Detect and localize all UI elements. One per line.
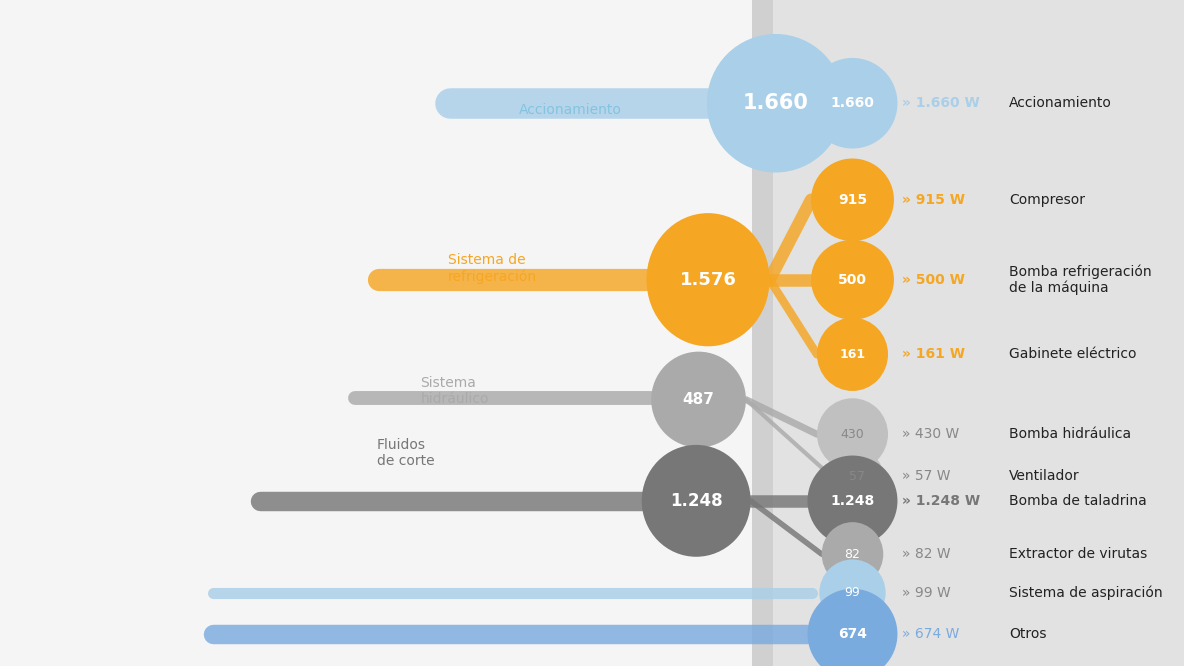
Text: 430: 430 [841,428,864,441]
Text: Fluidos
de corte: Fluidos de corte [377,438,435,468]
Ellipse shape [811,240,894,320]
Text: 1.660: 1.660 [742,93,809,113]
Text: » 161 W: » 161 W [902,347,965,362]
Text: » 500 W: » 500 W [902,272,965,287]
Text: » 82 W: » 82 W [902,547,951,561]
Text: 57: 57 [849,470,866,483]
Text: Accionamiento: Accionamiento [1009,96,1112,111]
Text: » 57 W: » 57 W [902,469,951,484]
Ellipse shape [646,213,770,346]
Ellipse shape [819,559,886,626]
Text: » 430 W: » 430 W [902,427,959,442]
Text: Accionamiento: Accionamiento [519,103,622,117]
Text: 487: 487 [683,392,714,407]
Ellipse shape [642,445,751,557]
Ellipse shape [807,589,897,666]
Text: Gabinete eléctrico: Gabinete eléctrico [1009,347,1137,362]
Text: 82: 82 [844,547,861,561]
Ellipse shape [807,58,897,149]
Text: 500: 500 [838,272,867,287]
Text: 1.248: 1.248 [830,494,875,508]
Ellipse shape [831,450,883,503]
Text: 1.660: 1.660 [830,96,875,111]
Ellipse shape [817,318,888,391]
Text: 674: 674 [838,627,867,641]
FancyBboxPatch shape [752,0,773,666]
Text: » 674 W: » 674 W [902,627,959,641]
Ellipse shape [707,34,844,172]
Text: Bomba de taladrina: Bomba de taladrina [1009,494,1146,508]
Text: Bomba hidráulica: Bomba hidráulica [1009,427,1131,442]
Text: 915: 915 [838,192,867,207]
Text: 1.576: 1.576 [680,270,736,289]
Text: Compresor: Compresor [1009,192,1085,207]
Ellipse shape [822,522,883,586]
Text: » 99 W: » 99 W [902,585,951,600]
Text: Sistema
hidráulico: Sistema hidráulico [420,376,489,406]
Text: Extractor de virutas: Extractor de virutas [1009,547,1147,561]
Text: Sistema de
refrigeración: Sistema de refrigeración [448,253,536,284]
Ellipse shape [651,352,746,448]
Ellipse shape [807,456,897,546]
Text: » 1.660 W: » 1.660 W [902,96,980,111]
Text: Otros: Otros [1009,627,1047,641]
Text: Bomba refrigeración
de la máquina: Bomba refrigeración de la máquina [1009,264,1151,295]
Ellipse shape [811,159,894,241]
Text: » 915 W: » 915 W [902,192,965,207]
Text: 99: 99 [844,586,861,599]
Text: Sistema de aspiración: Sistema de aspiración [1009,585,1163,600]
Text: 1.248: 1.248 [670,492,722,510]
Ellipse shape [817,398,888,470]
Text: » 1.248 W: » 1.248 W [902,494,980,508]
FancyBboxPatch shape [0,0,752,666]
Text: Ventilador: Ventilador [1009,469,1080,484]
Text: 161: 161 [839,348,866,361]
